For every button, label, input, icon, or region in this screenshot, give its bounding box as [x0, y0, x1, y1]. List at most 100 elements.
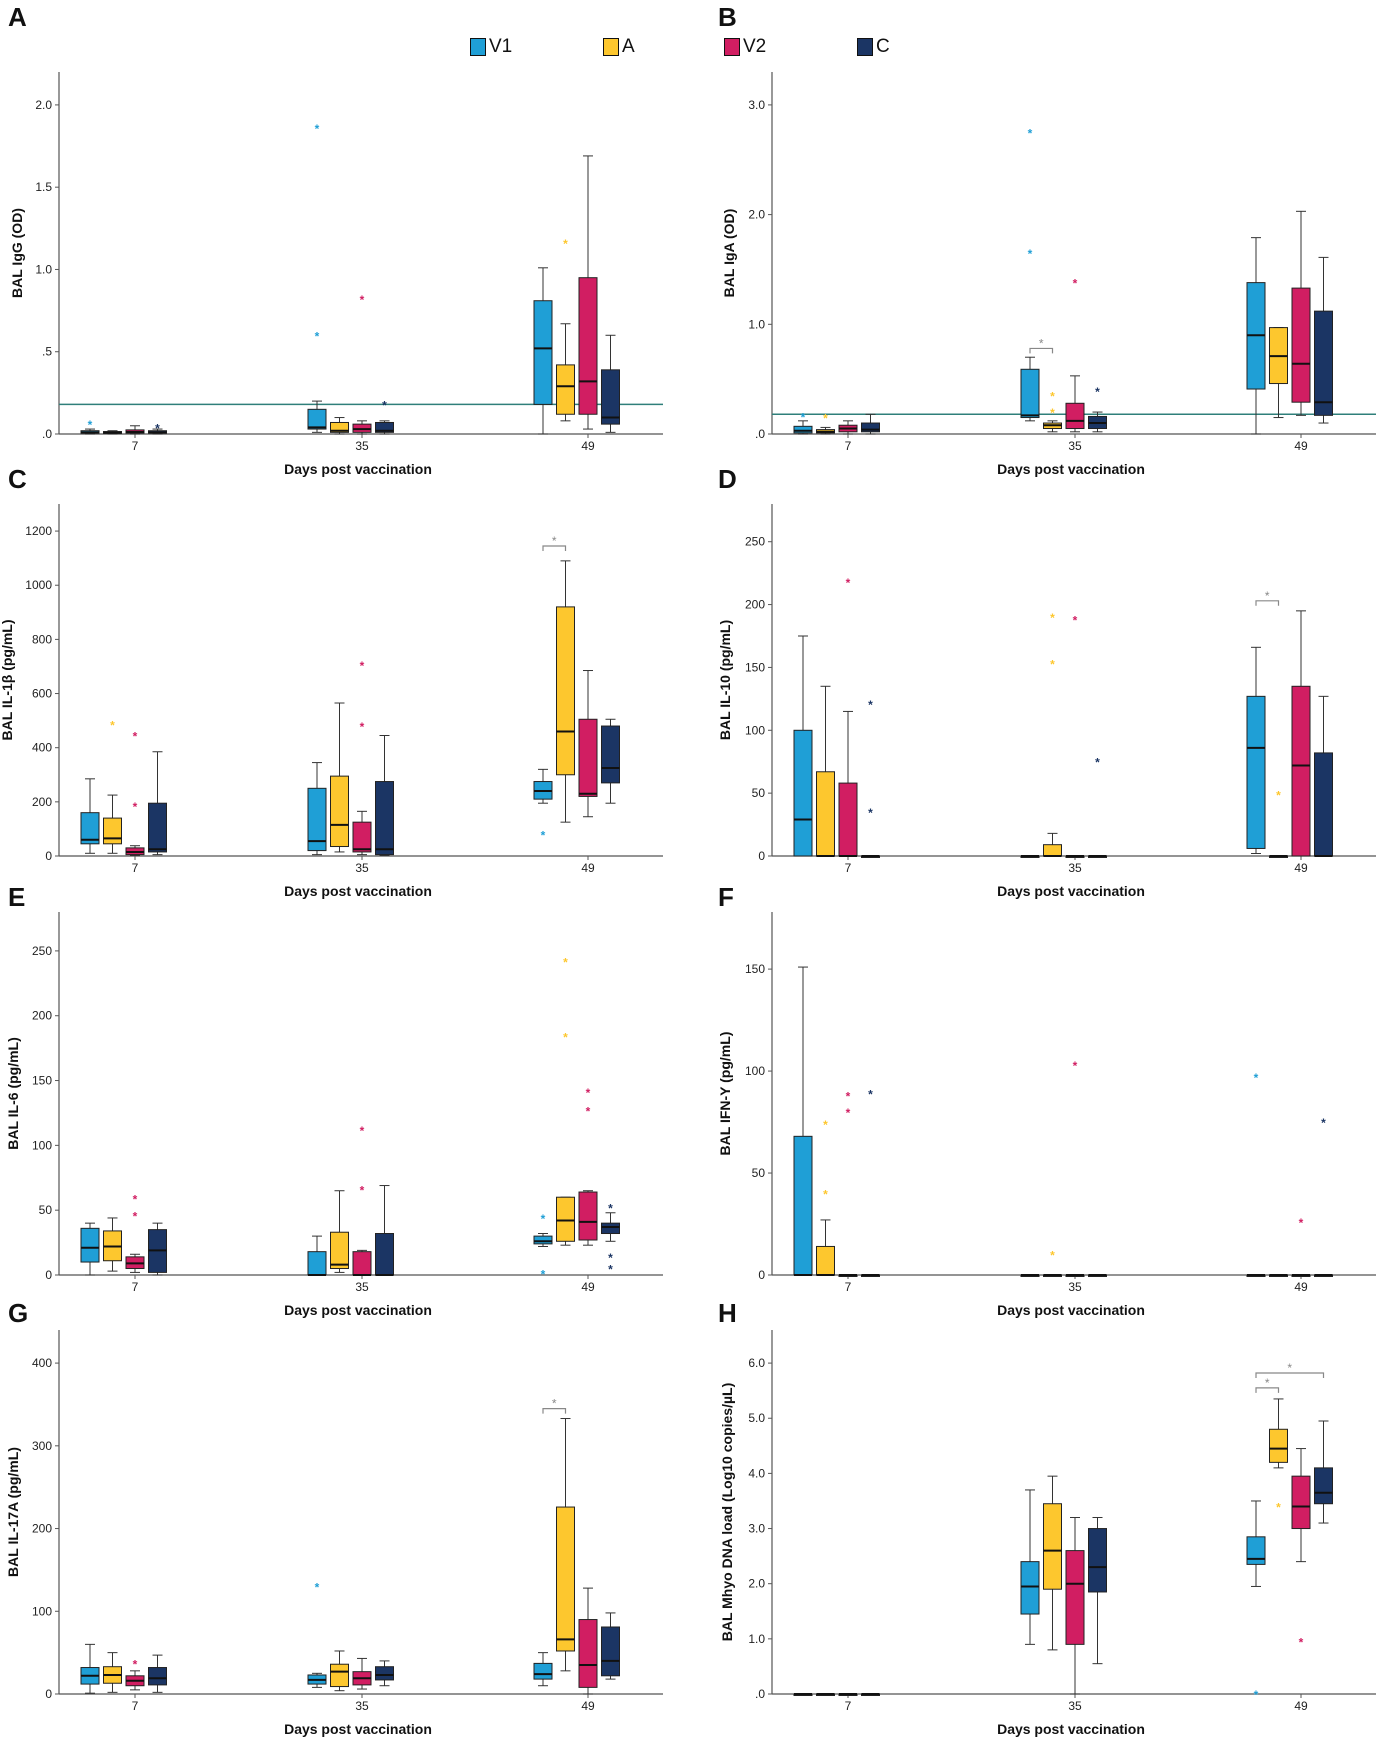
box-d-d49-c-iqr: [1314, 752, 1333, 857]
box-b-d35-v2-iqr: [1065, 402, 1085, 430]
y-tick-label-h: 5.0: [748, 1411, 765, 1425]
panel-label-a: A: [8, 2, 27, 32]
box-e-d7-v2-outlier: *: [133, 1193, 138, 1207]
box-a-d49-v1-iqr: [533, 300, 553, 405]
box-c-d35-v1-iqr: [307, 787, 327, 852]
y-tick-label-b: 3.0: [748, 98, 765, 112]
box-g-d7-v2-outlier: *: [133, 1657, 138, 1671]
legend: V1 A V2 C: [470, 34, 970, 60]
y-axis-title-c: BAL IL-1β (pg/mL): [0, 619, 15, 740]
box-d-d35-a-outlier: *: [1050, 658, 1055, 672]
box-a-d49-a-iqr: [556, 364, 575, 415]
box-c-d35-a-iqr: [330, 775, 349, 848]
y-axis-title-d: BAL IL-10 (pg/mL): [717, 620, 733, 740]
y-tick-label-b: .0: [755, 427, 765, 441]
y-tick-label-g: 300: [32, 1439, 52, 1453]
sig-label-g: *: [552, 1397, 557, 1411]
box-a-d35-v1-iqr: [307, 408, 327, 430]
panel-label-h: H: [718, 1298, 737, 1328]
box-e-d35-v2-iqr: [352, 1251, 372, 1276]
x-tick-label-g: 49: [581, 1699, 595, 1713]
box-f-d7-v1-iqr: [793, 1135, 813, 1276]
box-b-d49-v2-iqr: [1291, 287, 1311, 403]
box-h-d49-c-iqr: [1314, 1467, 1333, 1505]
box-d-d49-a-outlier: *: [1276, 788, 1281, 802]
box-f-d7-v2-outlier: *: [846, 1090, 851, 1104]
panel-label-f: F: [718, 882, 734, 912]
box-c-d35-v2-outlier: *: [360, 659, 365, 673]
box-e-d49-v2-outlier: *: [586, 1104, 591, 1118]
y-axis-title-e: BAL IL-6 (pg/mL): [5, 1037, 21, 1150]
x-tick-label-b: 7: [845, 439, 852, 453]
box-c-d35-v2-iqr: [352, 821, 372, 853]
x-tick-label-c: 49: [581, 861, 595, 875]
legend-swatch-v2: [724, 38, 740, 56]
box-b-d35-a-outlier: *: [1050, 390, 1055, 404]
box-d-d7-a-iqr: [816, 771, 835, 857]
box-f-d49-v1-outlier: *: [1254, 1071, 1259, 1085]
box-h-d49-a-outlier: *: [1276, 1500, 1281, 1514]
box-h-d35-c-iqr: [1088, 1528, 1107, 1593]
x-tick-label-h: 7: [845, 1699, 852, 1713]
box-c-d35-c-iqr: [375, 781, 394, 856]
box-c-d7-v1-iqr: [80, 812, 100, 845]
sig-bracket-d: [1255, 600, 1280, 606]
y-axis-title-g: BAL IL-17A (pg/mL): [5, 1447, 21, 1577]
y-tick-label-g: 100: [32, 1604, 52, 1618]
box-g-d35-v1-outlier: *: [315, 1580, 320, 1594]
box-b-d35-v2-outlier: *: [1073, 277, 1078, 291]
y-tick-label-e: 200: [32, 1009, 52, 1023]
y-tick-label-h: 3.0: [748, 1522, 765, 1536]
box-e-d49-c-outlier: *: [608, 1263, 613, 1277]
box-g-d35-a-iqr: [330, 1663, 349, 1688]
box-a-d7-v1-outlier: *: [88, 418, 93, 432]
y-tick-label-b: 1.0: [748, 317, 765, 331]
y-tick-label-a: 1.5: [35, 180, 52, 194]
legend-label-v1: V1: [489, 36, 513, 57]
y-tick-label-c: 1200: [25, 524, 52, 538]
box-e-d49-v2-outlier: *: [586, 1086, 591, 1100]
x-tick-label-g: 7: [132, 1699, 139, 1713]
x-tick-label-g: 35: [355, 1699, 369, 1713]
y-tick-label-h: 6.0: [748, 1356, 765, 1370]
sig-bracket-h: [1255, 1387, 1280, 1393]
x-tick-label-h: 35: [1068, 1699, 1082, 1713]
x-tick-label-f: 49: [1294, 1280, 1308, 1294]
y-axis-title-a: BAL IgG (OD): [9, 208, 25, 298]
box-e-d35-c-iqr: [375, 1233, 394, 1276]
legend-swatch-a: [603, 38, 619, 56]
box-c-d7-v2-outlier: *: [133, 800, 138, 814]
x-axis-title-c: Days post vaccination: [284, 883, 432, 899]
y-tick-label-d: 250: [745, 535, 765, 549]
box-h-d35-v1-iqr: [1020, 1561, 1040, 1615]
x-tick-label-e: 35: [355, 1280, 369, 1294]
y-tick-label-b: 2.0: [748, 208, 765, 222]
box-e-d49-a-outlier: *: [563, 955, 568, 969]
y-tick-label-e: 0: [45, 1268, 52, 1282]
x-tick-label-a: 35: [355, 439, 369, 453]
box-f-d7-a-iqr: [816, 1245, 835, 1276]
y-tick-label-c: 800: [32, 632, 52, 646]
y-tick-label-c: 1000: [25, 578, 52, 592]
box-g-d49-v2-iqr: [578, 1619, 598, 1688]
box-e-d35-v2-outlier: *: [360, 1183, 365, 1197]
box-f-d49-c-outlier: *: [1321, 1116, 1326, 1130]
x-tick-label-d: 35: [1068, 861, 1082, 875]
box-e-d35-v2-outlier: *: [360, 1124, 365, 1138]
panel-label-d: D: [718, 464, 737, 494]
panel-label-g: G: [8, 1298, 28, 1328]
box-h-d49-v2-iqr: [1291, 1475, 1311, 1530]
x-tick-label-d: 7: [845, 861, 852, 875]
box-b-d35-c-outlier: *: [1095, 385, 1100, 399]
box-c-d7-a-outlier: *: [110, 719, 115, 733]
box-e-d7-v2-outlier: *: [133, 1209, 138, 1223]
x-tick-label-f: 35: [1068, 1280, 1082, 1294]
y-tick-label-h: .0: [755, 1687, 765, 1701]
box-a-d35-v2-outlier: *: [360, 293, 365, 307]
y-axis-title-h: BAL Mhyo DNA load (Log10 copies/µL): [719, 1383, 735, 1642]
panel-label-e: E: [8, 882, 25, 912]
box-a-d49-c-iqr: [601, 369, 620, 425]
box-c-d7-c-iqr: [148, 802, 167, 853]
box-h-d49-a-iqr: [1269, 1428, 1288, 1463]
